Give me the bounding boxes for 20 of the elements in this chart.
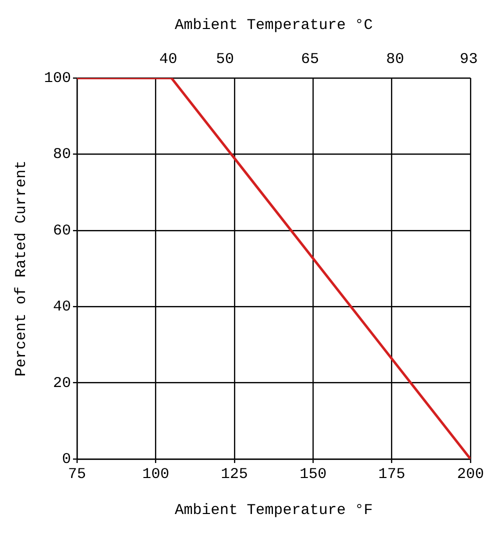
- x-tick-label: 175: [378, 466, 406, 483]
- x-tick-label: 150: [300, 466, 327, 483]
- y-tick-label: 80: [52, 146, 72, 164]
- x-tick-label: 100: [142, 466, 170, 483]
- y-tick-label: 0: [62, 450, 72, 468]
- y-tick-label: 60: [52, 222, 72, 240]
- x-tick-label: 75: [68, 466, 86, 483]
- x-tick-label: 200: [456, 466, 484, 483]
- x2-tick-label: 65: [301, 50, 320, 68]
- y-tick-label: 20: [52, 374, 72, 392]
- x2-tick-label: 80: [386, 50, 404, 68]
- x2-tick-label: 50: [216, 50, 234, 68]
- x2-axis-title: Ambient Temperature °C: [174, 16, 373, 34]
- y-tick-label: 40: [52, 298, 72, 316]
- x2-tick-label: 93: [460, 50, 478, 68]
- x2-tick-label: 40: [159, 50, 178, 68]
- x-axis-title: Ambient Temperature °F: [174, 502, 373, 519]
- y-axis-title: Percent of Rated Current: [12, 160, 30, 377]
- y-tick-label: 100: [44, 70, 72, 87]
- x-tick-label: 125: [220, 466, 248, 483]
